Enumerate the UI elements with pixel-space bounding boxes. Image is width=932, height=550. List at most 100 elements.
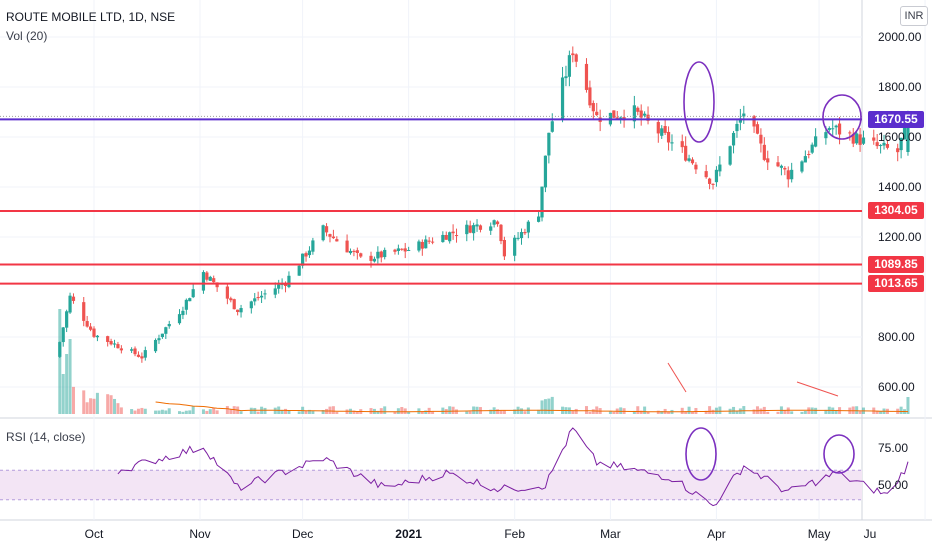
volume-bar [691,411,694,414]
volume-bar [420,411,424,414]
volume-bar [424,410,428,414]
candle-body [130,349,134,351]
rsi-line [117,427,909,507]
candle-body [495,221,500,225]
volume-bar [735,410,739,414]
candle-body [708,178,712,184]
candle-body [755,124,760,134]
volume-bar [803,410,807,414]
time-tick-label: Nov [189,527,211,541]
volume-bar [543,399,547,414]
volume-bar [858,411,862,414]
candle-body [430,241,435,243]
rsi-legend[interactable]: RSI (14, close) [6,430,86,444]
price-level-tag: 1013.65 [868,275,924,293]
candle-body [236,309,240,312]
annotation-ellipse-rsi-may [823,434,855,474]
volume-legend[interactable]: Vol (20) [6,29,48,43]
candle-body [731,132,736,146]
volume-bar [550,396,554,414]
candle-body [690,159,695,164]
candle-body [140,356,144,359]
volume-bar [253,407,257,414]
candle-body [287,275,291,288]
volume-bar [523,411,527,414]
price-level-tag: 1304.05 [868,202,924,220]
candle-body [612,110,616,118]
candle-body [738,118,742,123]
candle-body [400,248,404,250]
symbol-title[interactable]: ROUTE MOBILE LTD, 1D, NSE [6,10,176,24]
volume-bar [225,406,229,414]
volume-bar [906,397,910,414]
candle-body [181,310,185,316]
candle-body [560,77,565,120]
candle-body [762,144,766,160]
candle-body [861,137,866,144]
candle-body [588,87,592,106]
candle-body [208,276,212,281]
volume-bar [465,411,469,414]
candle-body [177,314,182,324]
candle-body [872,137,876,141]
volume-bar [239,411,243,414]
volume-bar [790,411,794,414]
volume-bar [540,400,544,414]
volume-bar [321,410,325,414]
candle-body [468,225,472,233]
candle-body [636,107,640,112]
volume-bar [588,411,592,414]
candle-body [283,284,288,287]
annotation-ellipse-rsi-april [685,427,717,481]
volume-bar [109,395,113,414]
rsi-tick-label: 50.00 [878,478,909,492]
candle-body [68,295,72,313]
currency-badge[interactable]: INR [900,6,928,26]
price-tick-label: 1600.00 [878,130,922,144]
candle-body [215,282,219,288]
candle-body [331,236,335,239]
volume-bar [591,409,595,414]
annotation-arrow-april [667,362,687,393]
volume-bar [328,406,332,414]
volume-bar [759,408,763,414]
candle-body [112,343,117,345]
volume-bar [160,409,164,414]
candle-body [201,272,206,291]
candle-body [519,232,524,239]
volume-bar [537,409,541,414]
candle-body [837,123,842,135]
candle-body [499,224,503,242]
volume-bar [687,406,691,414]
volume-bar [547,398,551,414]
volume-bar [355,411,359,414]
candle-body [58,342,62,357]
candle-body [232,299,236,310]
annotation-ellipse-april [683,61,715,143]
volume-bar [407,411,411,414]
candle-body [444,234,448,240]
volume-bar [113,398,117,414]
candle-body [656,122,660,134]
candle-body [256,296,260,299]
candle-body [372,258,377,262]
volume-bar [427,407,431,414]
candle-body [355,250,359,253]
volume-bar [660,411,664,414]
candle-body [472,225,476,234]
candle-body [735,123,739,132]
volume-bar [205,410,209,414]
candle-body [328,234,332,237]
candle-body [814,136,818,147]
volume-bar [157,410,161,414]
candle-body [526,221,530,233]
candle-body [92,328,96,337]
volume-bar [776,411,780,414]
candle-body [277,284,281,289]
volume-bar [711,409,715,414]
candle-body [783,167,787,170]
candle-body [253,298,257,302]
candle-body [160,333,164,338]
candle-body [407,250,411,252]
